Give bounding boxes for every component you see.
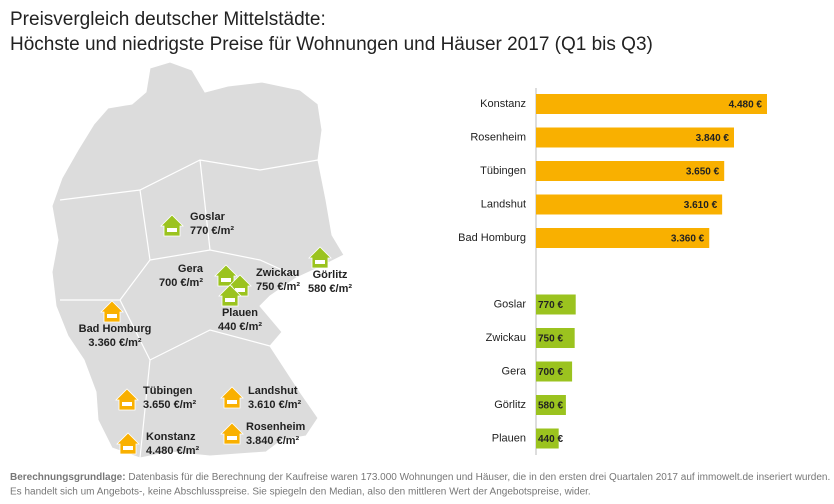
house-window: [221, 278, 231, 282]
house-window: [227, 436, 237, 440]
category-label: Landshut: [481, 198, 526, 210]
title-line: Höchste und niedrigste Preise für Wohnun…: [10, 34, 653, 55]
category-label: Konstanz: [480, 98, 526, 110]
city-price: 3.360 €/m²: [88, 337, 142, 349]
bar: [536, 161, 725, 181]
city-price: 3.610 €/m²: [248, 399, 302, 411]
house-icon: [160, 214, 184, 237]
value-label: 4.480 €: [729, 100, 763, 111]
house-window: [122, 402, 132, 406]
value-label: 770 €: [538, 300, 563, 311]
house-icon: [218, 284, 242, 307]
value-label: 3.840 €: [696, 133, 730, 144]
value-label: 750 €: [538, 334, 563, 345]
house-icon: [308, 246, 332, 269]
house-icon: [116, 432, 140, 455]
city-name: Rosenheim: [246, 421, 306, 433]
category-label: Zwickau: [486, 332, 526, 344]
category-label: Bad Homburg: [458, 232, 526, 244]
value-label: 580 €: [538, 401, 563, 412]
house-icon: [115, 388, 139, 411]
category-label: Gera: [502, 365, 527, 377]
value-label: 700 €: [538, 367, 563, 378]
city-price: 700 €/m²: [159, 277, 203, 289]
city-name: Görlitz: [313, 269, 348, 281]
value-label: 440 €: [538, 434, 563, 445]
bar: [536, 395, 566, 415]
value-label: 3.360 €: [671, 234, 705, 245]
state-borders: [59, 159, 319, 459]
bar: [536, 228, 710, 248]
house-window: [315, 260, 325, 264]
city-name: Goslar: [190, 211, 226, 223]
category-label: Tübingen: [480, 165, 526, 177]
house-window: [123, 446, 133, 450]
city-price: 4.480 €/m²: [146, 445, 200, 457]
footnote-text: Es handelt sich um Angebots-, keine Absc…: [10, 487, 591, 498]
bar: [536, 428, 559, 449]
city-price: 750 €/m²: [256, 281, 300, 293]
title-line: Preisvergleich deutscher Mittelstädte:: [10, 9, 326, 30]
germany-map: [51, 61, 345, 459]
city-name: Gera: [178, 263, 204, 275]
house-icon: [220, 386, 244, 409]
city-name: Plauen: [222, 307, 258, 319]
house-window: [107, 314, 117, 318]
city-name: Bad Homburg: [79, 323, 152, 335]
city-price: 3.650 €/m²: [143, 399, 197, 411]
bar: [536, 194, 723, 215]
bar: [536, 94, 767, 114]
city-price: 440 €/m²: [218, 321, 262, 333]
category-label: Plauen: [492, 432, 526, 444]
category-label: Rosenheim: [470, 131, 526, 143]
bar: [536, 361, 573, 382]
city-name: Landshut: [248, 385, 298, 397]
city-name: Tübingen: [143, 385, 193, 397]
footnote: Berechnungsgrundlage: Datenbasis für die…: [10, 472, 830, 483]
city-price: 3.840 €/m²: [246, 435, 300, 447]
city-name: Zwickau: [256, 267, 299, 279]
category-label: Görlitz: [494, 399, 526, 411]
value-label: 3.650 €: [686, 167, 720, 178]
bar: [536, 328, 575, 348]
bar: [536, 294, 576, 315]
house-window: [225, 298, 235, 302]
house-window: [235, 288, 245, 292]
house-icon: [100, 300, 124, 323]
value-label: 3.610 €: [684, 200, 718, 211]
category-label: Goslar: [494, 298, 527, 310]
footnote-label: Berechnungsgrundlage:: [10, 472, 126, 483]
house-window: [167, 228, 177, 232]
footnote-text: Datenbasis für die Berechnung der Kaufre…: [128, 472, 830, 483]
house-window: [227, 400, 237, 404]
city-name: Konstanz: [146, 431, 196, 443]
city-price: 580 €/m²: [308, 283, 352, 295]
bar: [536, 127, 734, 148]
house-icon: [220, 422, 244, 445]
city-price: 770 €/m²: [190, 225, 234, 237]
